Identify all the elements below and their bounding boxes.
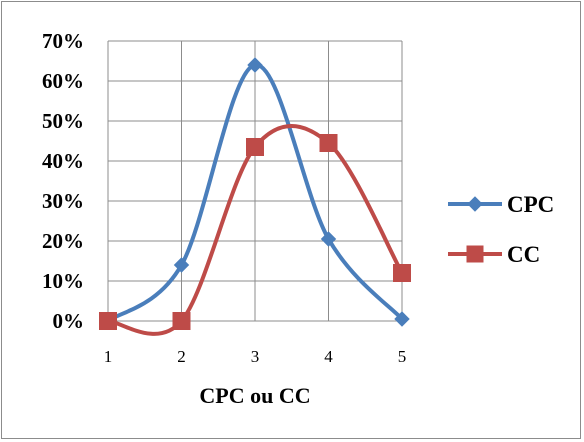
y-tick-label: 20% xyxy=(42,229,84,253)
point-cc xyxy=(393,264,411,282)
legend-item-cc: CC xyxy=(448,242,540,267)
y-tick-label: 0% xyxy=(53,309,85,333)
x-tick-label: 2 xyxy=(177,347,186,366)
x-tick-label: 5 xyxy=(398,347,407,366)
y-tick-label: 50% xyxy=(42,109,84,133)
point-cpc xyxy=(247,57,263,73)
point-cpc xyxy=(320,231,337,247)
legend-marker-cc xyxy=(466,245,484,263)
legend-label-cpc: CPC xyxy=(507,192,554,217)
grid xyxy=(107,40,403,322)
x-tick-label: 3 xyxy=(251,347,260,366)
series-cc xyxy=(99,124,411,336)
legend-marker-cpc xyxy=(467,196,483,212)
x-tick-label: 1 xyxy=(104,347,113,366)
point-cc xyxy=(246,138,264,156)
x-axis-ticks: 1 2 3 4 5 xyxy=(104,347,407,366)
y-tick-label: 60% xyxy=(42,69,84,93)
series-cpc xyxy=(100,57,410,329)
legend-label-cc: CC xyxy=(507,242,540,267)
point-cc xyxy=(99,312,117,330)
x-tick-label: 4 xyxy=(324,347,333,366)
legend-item-cpc: CPC xyxy=(448,192,554,217)
point-cpc xyxy=(394,311,410,327)
y-tick-label: 30% xyxy=(42,189,84,213)
point-cc xyxy=(172,312,191,330)
point-cc xyxy=(319,134,338,152)
point-cpc xyxy=(173,257,190,273)
y-axis-ticks: 0% 10% 20% 30% 40% 50% 60% 70% xyxy=(42,29,84,333)
y-tick-label: 70% xyxy=(42,29,84,53)
legend: CPC CC xyxy=(448,192,554,267)
series-group xyxy=(99,57,411,336)
y-tick-label: 40% xyxy=(42,149,84,173)
x-axis-label: CPC ou CC xyxy=(199,383,310,408)
y-tick-label: 10% xyxy=(42,269,84,293)
